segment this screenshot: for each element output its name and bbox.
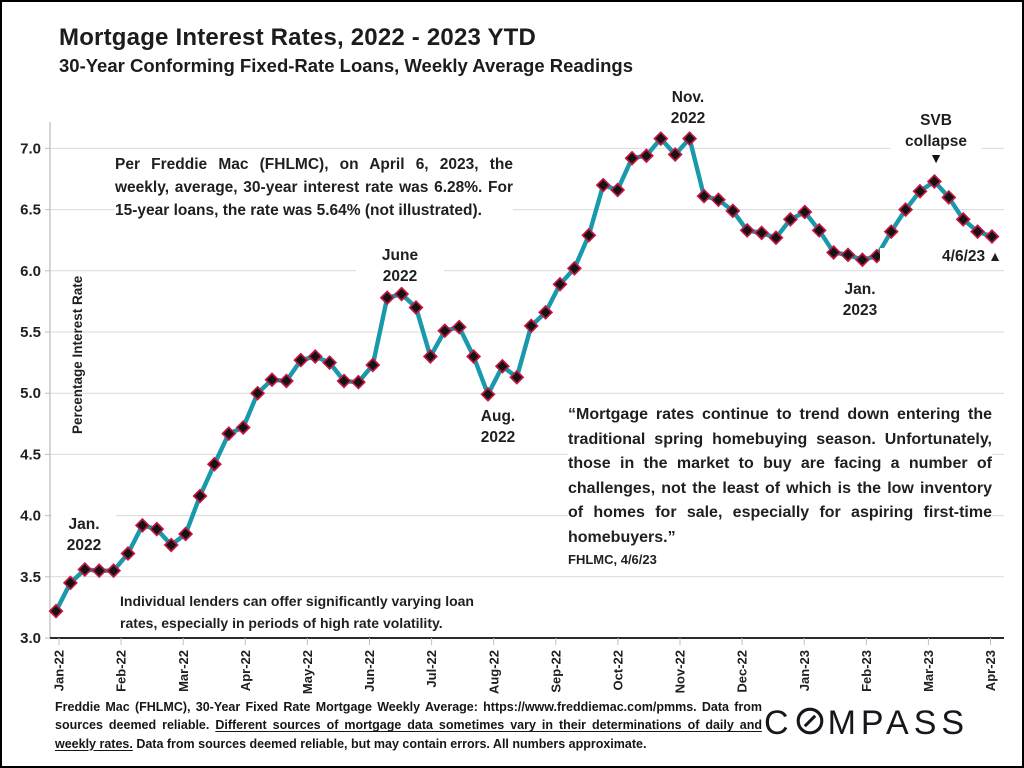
svg-text:Dec-22: Dec-22 [735,650,750,693]
footer-source: Freddie Mac (FHLMC), 30-Year Fixed Rate … [55,700,762,751]
svg-text:Mar-22: Mar-22 [176,650,191,692]
annotation-svb-collapse: SVB collapse [890,110,982,152]
svg-text:May-22: May-22 [300,650,315,694]
svg-text:6.0: 6.0 [20,263,41,280]
up-triangle-icon: ▲ [988,248,1002,264]
svg-text:Feb-23: Feb-23 [859,650,874,692]
svg-text:Percentage Interest Rate: Percentage Interest Rate [70,275,85,434]
svg-text:Aug-22: Aug-22 [486,650,501,694]
svg-text:4.0: 4.0 [20,508,41,525]
svg-text:Jan-23: Jan-23 [797,650,812,691]
svg-text:5.0: 5.0 [20,385,41,402]
svg-text:3.5: 3.5 [20,569,41,586]
quote-text: “Mortgage rates continue to trend down e… [568,406,992,546]
annotation-last-point: 4/6/23 ▲ [880,248,1002,266]
freddie-mac-note: Per Freddie Mac (FHLMC), on April 6, 202… [115,153,513,222]
annotation-nov-2022: Nov. 2022 [644,87,732,129]
down-triangle-icon: ▼ [929,150,943,166]
svg-text:Jul-22: Jul-22 [424,650,439,688]
fhlmc-quote: “Mortgage rates continue to trend down e… [568,403,992,568]
annotation-jan-2023: Jan. 2023 [816,279,904,321]
svg-text:Sep-22: Sep-22 [548,650,563,693]
svg-text:Jun-22: Jun-22 [362,650,377,692]
svg-text:Apr-22: Apr-22 [238,650,253,691]
page-subtitle: 30-Year Conforming Fixed-Rate Loans, Wee… [59,55,634,76]
annotation-aug-2022: Aug. 2022 [454,406,542,448]
logo-letters: MPASS [827,704,970,742]
svg-text:7.0: 7.0 [20,140,41,157]
lenders-note: Individual lenders can offer significant… [120,593,474,631]
page-title: Mortgage Interest Rates, 2022 - 2023 YTD [59,24,537,51]
compass-logo: C MPASS [764,704,969,743]
annotation-jan-2022: Jan. 2022 [52,514,116,556]
svg-text:Mar-23: Mar-23 [921,650,936,692]
svg-text:3.0: 3.0 [20,630,41,647]
svg-text:6.5: 6.5 [20,202,41,219]
svg-text:Apr-23: Apr-23 [983,650,998,691]
svg-text:4.5: 4.5 [20,446,41,463]
logo-letter-c: C [764,704,794,742]
compass-o-icon [796,707,823,735]
svg-text:Oct-22: Oct-22 [610,650,625,690]
annotation-june-2022: June 2022 [356,245,444,287]
footer-underlined: Different sources of mortgage data somet… [55,718,762,751]
quote-attribution: FHLMC, 4/6/23 [568,552,657,567]
svg-text:Nov-22: Nov-22 [673,650,688,693]
svg-text:Feb-22: Feb-22 [114,650,129,692]
svg-text:Jan-22: Jan-22 [52,650,67,691]
svg-text:5.5: 5.5 [20,324,41,341]
